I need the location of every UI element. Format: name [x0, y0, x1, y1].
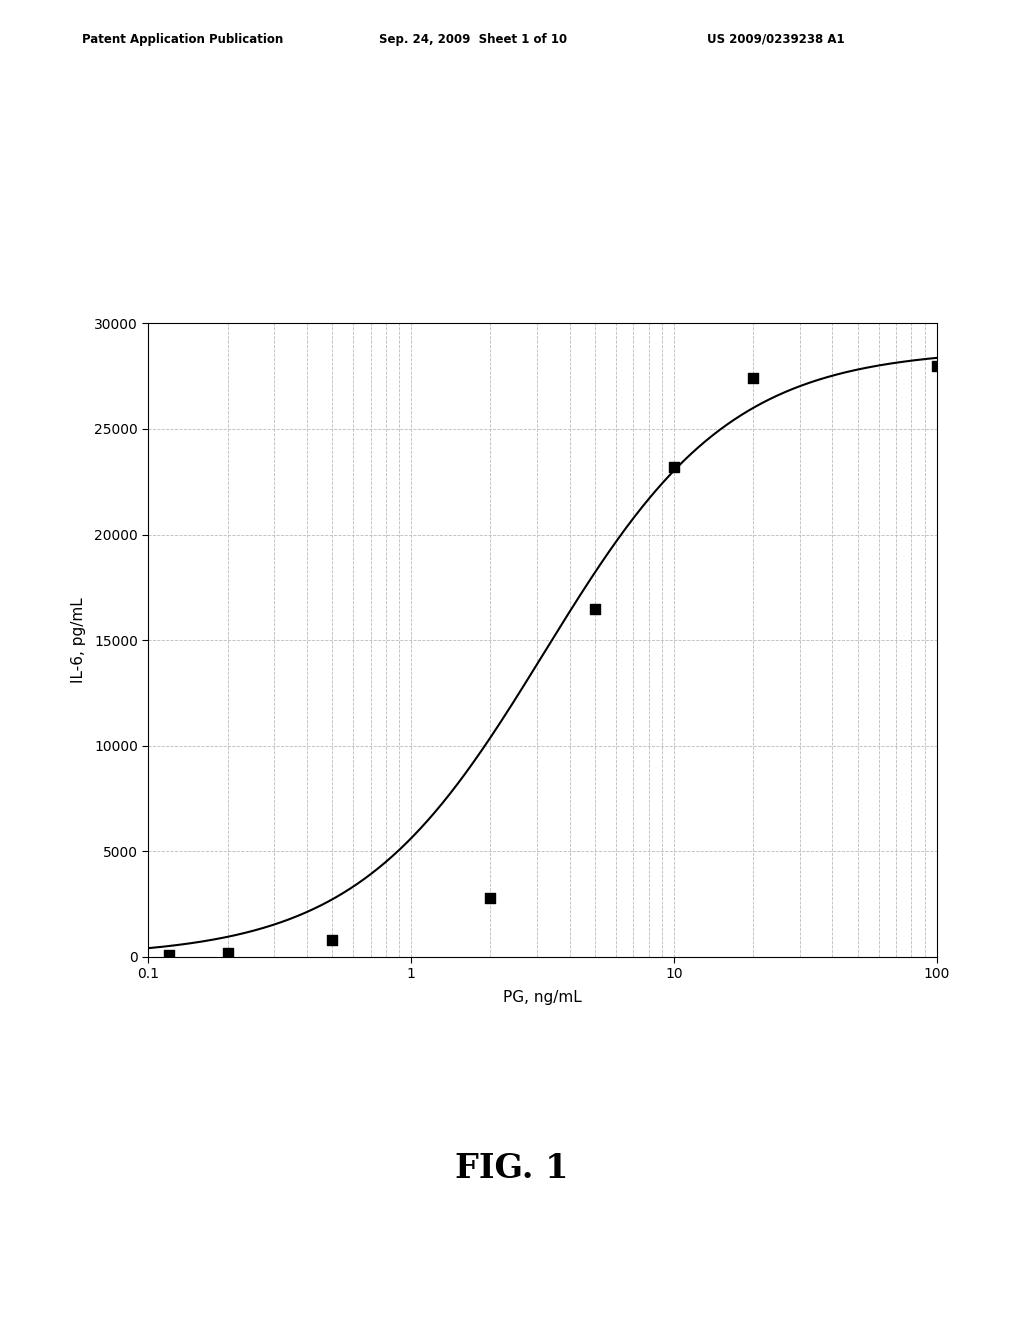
X-axis label: PG, ng/mL: PG, ng/mL	[504, 990, 582, 1005]
Text: Sep. 24, 2009  Sheet 1 of 10: Sep. 24, 2009 Sheet 1 of 10	[379, 33, 567, 46]
Point	[929, 355, 945, 376]
Point	[666, 457, 682, 478]
Y-axis label: IL-6, pg/mL: IL-6, pg/mL	[71, 598, 86, 682]
Text: US 2009/0239238 A1: US 2009/0239238 A1	[707, 33, 844, 46]
Point	[324, 929, 340, 950]
Point	[745, 368, 762, 389]
Point	[587, 598, 603, 619]
Text: Patent Application Publication: Patent Application Publication	[82, 33, 284, 46]
Point	[482, 887, 499, 908]
Point	[219, 942, 236, 964]
Text: FIG. 1: FIG. 1	[456, 1151, 568, 1185]
Point	[161, 944, 177, 965]
